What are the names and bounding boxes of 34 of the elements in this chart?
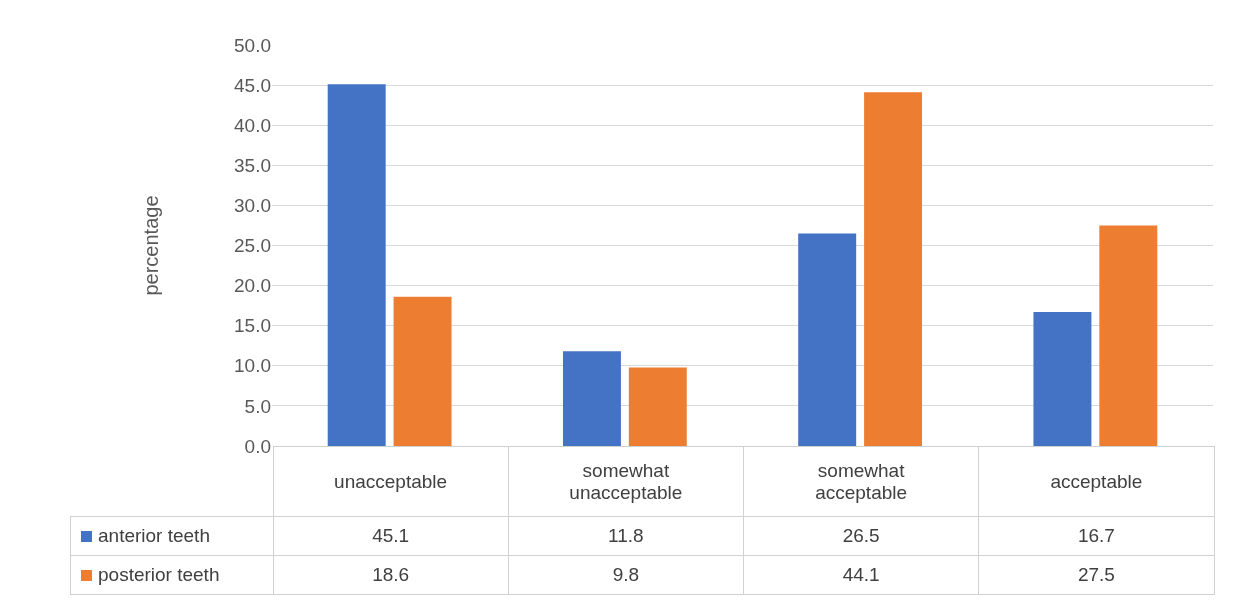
data-label: 9.8 — [508, 555, 744, 595]
y-tick-label: 0.0 — [244, 435, 271, 457]
data-label: 45.1 — [273, 516, 509, 556]
y-tick-label: 15.0 — [234, 315, 271, 337]
y-tick-label: 30.0 — [234, 195, 271, 217]
y-tick-label: 5.0 — [244, 395, 271, 417]
y-tick-label: 35.0 — [234, 154, 271, 176]
bar — [628, 367, 687, 446]
x-tick-label: somewhat unacceptable — [508, 446, 744, 517]
bar — [798, 233, 857, 446]
bar — [327, 84, 386, 446]
bar — [1099, 225, 1158, 446]
data-label: 11.8 — [508, 516, 744, 556]
x-tick-label: acceptable — [978, 446, 1214, 517]
data-label: 44.1 — [743, 555, 979, 595]
data-label: 16.7 — [978, 516, 1214, 556]
y-tick-label: 20.0 — [234, 275, 271, 297]
legend-label: anterior teeth — [70, 516, 273, 556]
bar — [864, 92, 923, 446]
y-axis-title: percentage — [139, 195, 162, 296]
data-label: 18.6 — [273, 555, 509, 595]
y-tick-label: 10.0 — [234, 355, 271, 377]
y-tick-label: 40.0 — [234, 114, 271, 136]
y-tick-label: 45.0 — [234, 74, 271, 96]
y-tick-label: 25.0 — [234, 235, 271, 257]
x-tick-label: somewhat acceptable — [743, 446, 979, 517]
bar — [562, 351, 621, 446]
x-tick-label: unacceptable — [273, 446, 509, 517]
data-label: 26.5 — [743, 516, 979, 556]
data-label: 27.5 — [978, 555, 1214, 595]
legend-label: posterior teeth — [70, 555, 273, 595]
bar — [393, 296, 452, 446]
y-tick-label: 50.0 — [234, 34, 271, 56]
bar — [1033, 312, 1092, 446]
